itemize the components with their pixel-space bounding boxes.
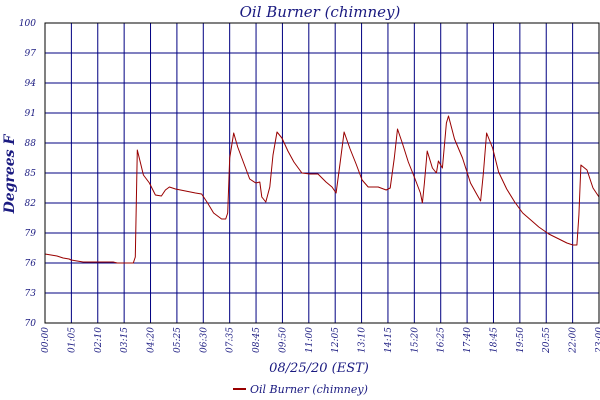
x-tick-label: 14:15 bbox=[384, 327, 394, 353]
y-tick-label: 76 bbox=[25, 259, 37, 269]
y-axis-label: Degrees F bbox=[2, 134, 18, 215]
x-tick-label: 02:10 bbox=[94, 327, 104, 353]
x-tick-label: 16:25 bbox=[437, 327, 447, 353]
y-tick-label: 79 bbox=[25, 229, 37, 239]
x-tick-label: 08:45 bbox=[252, 327, 262, 353]
x-tick-label: 00:00 bbox=[41, 327, 51, 353]
plot-border bbox=[44, 22, 600, 324]
legend: Oil Burner (chimney) bbox=[233, 383, 368, 396]
x-tick-label: 05:25 bbox=[173, 327, 183, 353]
series-lines bbox=[44, 115, 600, 264]
y-tick-label: 82 bbox=[25, 199, 37, 209]
y-tick-labels: 100 97 94 91 88 85 82 79 76 73 70 bbox=[19, 19, 36, 329]
x-tick-label: 19:50 bbox=[516, 327, 526, 353]
y-tick-label: 85 bbox=[25, 169, 37, 179]
x-tick-label: 18:45 bbox=[489, 327, 499, 353]
x-tick-label: 13:10 bbox=[358, 327, 368, 353]
x-tick-labels: 00:00 01:05 02:10 03:15 04:20 05:25 06:30 07:35… bbox=[41, 327, 600, 354]
x-tick-label: 06:30 bbox=[199, 327, 209, 353]
y-tick-label: 73 bbox=[25, 289, 37, 299]
y-tick-label: 97 bbox=[25, 49, 37, 59]
x-tick-label: 12:05 bbox=[331, 327, 341, 353]
y-tick-label: 88 bbox=[25, 139, 37, 149]
x-tick-label: 23:00 bbox=[595, 327, 600, 354]
y-tick-label: 100 bbox=[19, 19, 36, 29]
y-tick-label: 94 bbox=[25, 79, 37, 89]
x-tick-label: 22:00 bbox=[569, 327, 579, 354]
y-tick-label: 70 bbox=[25, 319, 37, 329]
x-tick-label: 03:15 bbox=[120, 327, 130, 353]
chart-title: Oil Burner (chimney) bbox=[240, 3, 401, 21]
x-tick-label: 07:35 bbox=[226, 327, 236, 353]
x-tick-label: 09:50 bbox=[278, 327, 288, 353]
y-tick-label: 91 bbox=[25, 109, 36, 119]
series-line bbox=[44, 115, 600, 264]
x-tick-label: 15:20 bbox=[410, 327, 420, 353]
x-tick-label: 01:05 bbox=[67, 327, 77, 353]
x-axis-label: 08/25/20 (EST) bbox=[269, 361, 369, 376]
x-tick-label: 04:20 bbox=[147, 327, 157, 353]
x-tick-label: 17:40 bbox=[463, 327, 473, 353]
legend-label: Oil Burner (chimney) bbox=[250, 383, 368, 396]
x-tick-label: 11:00 bbox=[305, 327, 315, 353]
x-tick-label: 20:55 bbox=[542, 327, 552, 354]
